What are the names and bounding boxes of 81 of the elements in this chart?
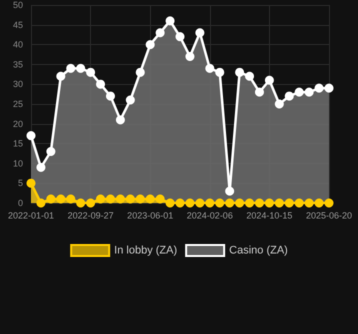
point — [166, 16, 175, 26]
point — [284, 92, 294, 101]
point — [324, 84, 334, 93]
y-tick-label: 30 — [12, 79, 23, 90]
point — [225, 186, 234, 196]
point — [314, 84, 324, 93]
point — [76, 64, 86, 73]
x-tick-label: 2022-01-01 — [8, 210, 54, 220]
point — [245, 198, 254, 208]
point — [215, 68, 224, 77]
point — [176, 32, 184, 42]
point — [264, 76, 274, 85]
legend-label: Casino (ZA) — [229, 244, 288, 256]
point — [146, 194, 155, 204]
x-tick-label: 2024-10-15 — [246, 210, 292, 220]
point — [304, 198, 314, 208]
x-tick-label: 2024-02-06 — [186, 210, 233, 220]
point — [254, 88, 264, 97]
point — [36, 162, 46, 172]
point — [156, 194, 165, 204]
point — [215, 198, 224, 208]
point — [205, 198, 214, 208]
y-tick-label: 5 — [18, 178, 23, 188]
point — [96, 80, 106, 89]
point — [66, 194, 76, 204]
y-tick-label: 10 — [12, 158, 23, 168]
point — [205, 64, 214, 73]
point — [274, 198, 284, 208]
y-tick-label: 50 — [12, 0, 23, 10]
point — [66, 64, 76, 73]
point — [56, 72, 66, 81]
point — [106, 92, 115, 101]
point — [274, 100, 284, 108]
point — [176, 198, 184, 208]
point — [294, 88, 304, 97]
point — [185, 198, 194, 208]
legend-label: In lobby (ZA) — [114, 244, 178, 256]
point — [235, 68, 244, 77]
y-tick-label: 15 — [12, 138, 23, 149]
point — [86, 198, 96, 208]
x-tick-label: 2023-06-01 — [127, 210, 174, 220]
x-tick-label: 2022-09-27 — [68, 210, 114, 220]
point — [26, 178, 36, 188]
y-tick-label: 35 — [12, 59, 23, 70]
point — [116, 194, 125, 204]
y-tick-label: 45 — [12, 20, 23, 30]
point — [245, 72, 254, 81]
point — [304, 88, 314, 97]
point — [86, 68, 96, 77]
point — [56, 194, 66, 204]
x-tick-label: 2025-06-20 — [306, 210, 352, 220]
point — [46, 147, 56, 156]
point — [195, 28, 204, 38]
point — [284, 198, 294, 208]
point — [76, 198, 86, 208]
point — [96, 194, 106, 204]
point — [126, 96, 135, 105]
point — [254, 198, 264, 208]
point — [116, 115, 125, 124]
point — [126, 194, 135, 204]
point — [106, 194, 115, 204]
point — [235, 198, 244, 208]
point — [264, 198, 274, 208]
point — [314, 198, 324, 208]
point — [195, 198, 204, 208]
y-tick-label: 0 — [18, 198, 23, 208]
point — [225, 198, 234, 208]
y-tick-label: 40 — [12, 40, 23, 50]
point — [136, 194, 145, 204]
y-tick-label: 25 — [12, 99, 23, 109]
point — [294, 198, 304, 208]
point — [26, 131, 36, 140]
point — [46, 194, 56, 204]
point — [185, 52, 194, 61]
point — [324, 198, 334, 208]
point — [36, 198, 46, 208]
point — [166, 198, 175, 208]
y-tick-label: 20 — [12, 118, 23, 129]
point — [136, 68, 145, 77]
point — [156, 28, 165, 38]
point — [146, 40, 155, 50]
